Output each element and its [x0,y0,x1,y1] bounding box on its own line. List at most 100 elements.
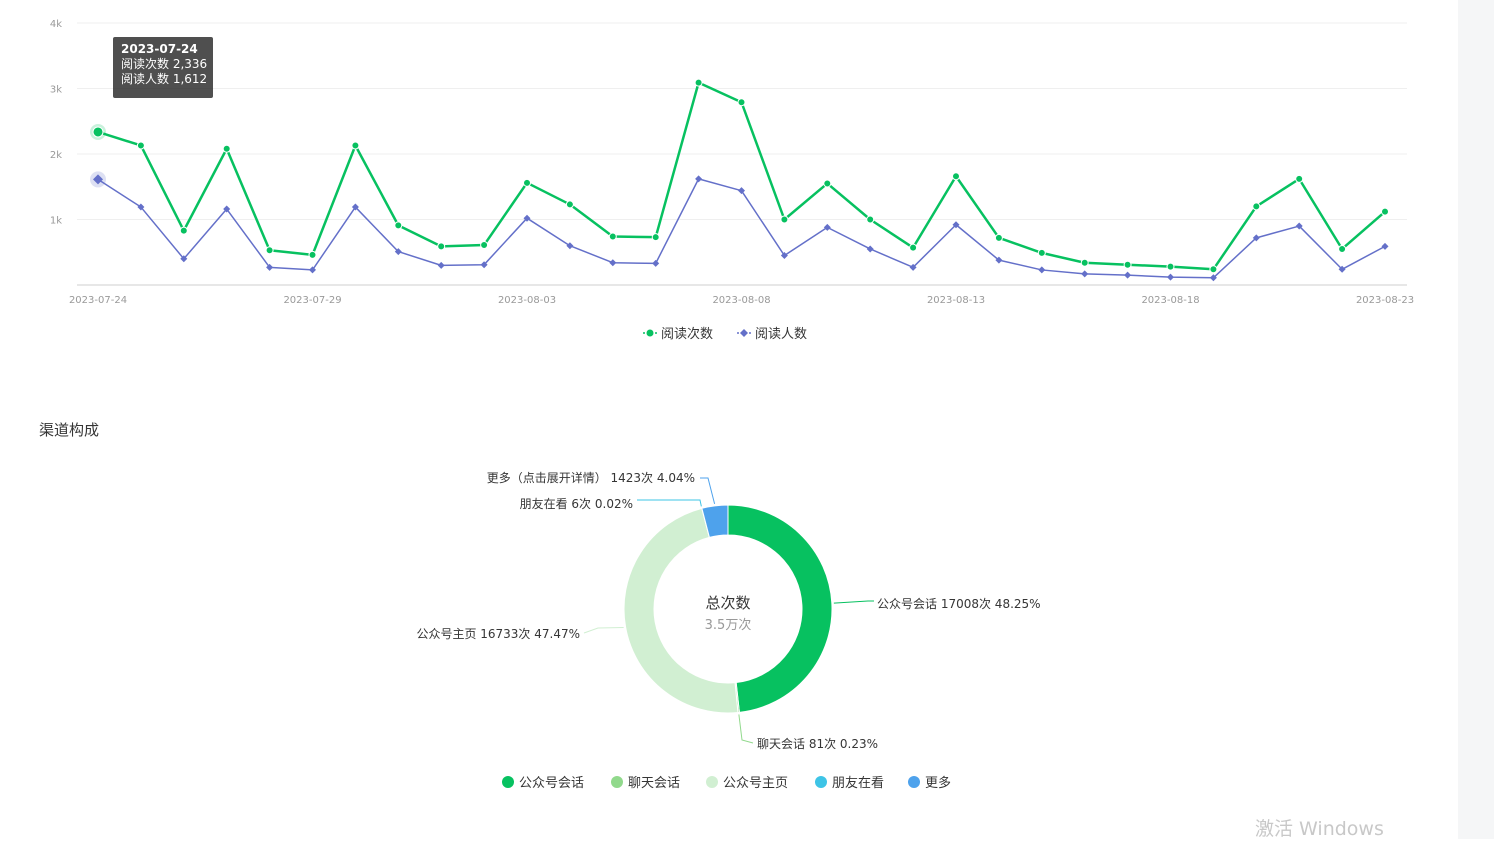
data-point[interactable] [738,187,745,195]
legend-dot-icon [815,776,827,788]
data-point[interactable] [1338,265,1346,273]
slice-label: 更多（点击展开详情） 1423次 4.04% [487,470,695,485]
pie-legend-item[interactable]: 更多 [908,775,951,791]
data-point[interactable] [351,203,359,211]
data-point[interactable] [651,233,660,242]
pie-slice[interactable] [727,504,833,713]
data-point[interactable] [394,248,402,256]
data-point[interactable] [1038,266,1046,274]
data-point[interactable] [995,256,1003,264]
data-point[interactable] [1295,174,1304,183]
data-point[interactable] [223,205,231,213]
windows-watermark: 激活 Windows [1255,818,1384,840]
data-point[interactable] [136,141,145,150]
data-point[interactable] [909,243,918,252]
x-tick-label: 2023-07-29 [283,295,341,306]
pie-legend-item[interactable]: 公众号会话 [502,776,584,791]
data-point[interactable] [1381,242,1389,250]
data-point[interactable] [823,223,831,231]
y-tick-label: 3k [50,85,62,96]
data-point[interactable] [309,266,316,274]
chart-tooltip: 2023-07-24 阅读次数 2,336 阅读人数 1,612 [113,37,213,98]
data-point[interactable] [1295,222,1303,230]
x-tick-label: 2023-08-23 [1356,295,1414,306]
slice-label: 公众号主页 16733次 47.47% [416,627,580,641]
data-point[interactable] [1381,207,1389,216]
tooltip-readers: 阅读人数 1,612 [121,72,208,86]
data-point[interactable] [608,232,617,241]
data-point[interactable] [780,252,788,260]
data-point[interactable] [909,263,917,271]
data-point[interactable] [952,221,960,229]
pie-legend-item[interactable]: 朋友在看 [815,775,884,791]
data-point[interactable] [480,261,488,269]
data-point[interactable] [179,226,188,235]
data-point[interactable] [308,250,317,259]
tooltip-reads: 阅读次数 2,336 [121,57,208,71]
series-line-0 [97,81,1386,271]
legend-dot-icon [908,776,920,788]
data-point[interactable] [994,233,1003,242]
data-point[interactable] [952,172,960,181]
data-point[interactable] [92,126,104,138]
data-point[interactable] [437,242,446,251]
data-point[interactable] [1124,271,1132,279]
data-point[interactable] [1338,244,1347,253]
data-point[interactable] [437,261,445,269]
data-point[interactable] [866,245,874,253]
legend-label: 阅读人数 [755,327,807,342]
data-point[interactable] [1209,274,1217,282]
pie-slice[interactable] [623,507,739,714]
section-title: 渠道构成 [39,421,100,439]
data-point[interactable] [1209,265,1218,274]
legend-item-0[interactable]: 阅读次数 [643,326,713,342]
data-point[interactable] [1081,270,1089,278]
data-point[interactable] [480,241,489,250]
pie-legend-item[interactable]: 公众号主页 [706,776,788,791]
pie-legend-item[interactable]: 聊天会话 [611,776,680,791]
data-point[interactable] [1252,202,1261,211]
data-point[interactable] [523,178,531,187]
data-point[interactable] [566,242,574,250]
data-point[interactable] [351,141,360,150]
x-tick-label: 2023-08-08 [712,295,770,306]
pie-legend: 公众号会话 聊天会话 公众号主页 朋友在看 更多 [502,775,951,791]
legend-circle-icon [646,329,654,337]
data-point[interactable] [222,144,231,153]
data-point[interactable] [823,179,832,188]
pie-legend-label: 公众号主页 [723,776,788,791]
line-legend: 阅读次数 阅读人数 [643,326,807,342]
data-point[interactable] [137,203,145,211]
line-chart: 1k 2k 3k 4k 2023-07-24 2023-07-29 2023-08-03 20… [50,19,1414,342]
data-point[interactable] [1123,260,1132,269]
x-tick-label: 2023-07-24 [69,295,127,306]
legend-item-1[interactable]: 阅读人数 [737,327,807,342]
pie-legend-label: 朋友在看 [832,775,884,791]
data-point[interactable] [93,174,103,185]
data-point[interactable] [265,246,274,255]
data-point[interactable] [780,215,789,224]
data-point[interactable] [737,98,746,107]
data-point[interactable] [1252,234,1260,242]
data-point[interactable] [565,200,574,209]
legend-diamond-icon [740,329,748,337]
data-point[interactable] [1080,258,1089,267]
data-point[interactable] [609,259,617,267]
data-point[interactable] [180,255,188,263]
pie-slice[interactable] [701,504,729,538]
y-tick-label: 2k [50,150,62,161]
data-point[interactable] [1167,273,1174,281]
x-tick-label: 2023-08-18 [1141,295,1199,306]
data-point[interactable] [1037,248,1046,257]
tooltip-date: 2023-07-24 [121,42,198,56]
data-point[interactable] [694,78,703,87]
x-tick-label: 2023-08-03 [498,295,556,306]
data-point[interactable] [695,175,703,183]
data-point[interactable] [394,221,403,230]
data-point[interactable] [266,263,274,271]
data-point[interactable] [523,214,531,222]
data-point[interactable] [1166,262,1175,271]
data-point[interactable] [866,215,875,224]
data-point[interactable] [652,259,660,267]
slice-label: 朋友在看 6次 0.02% [520,497,633,511]
